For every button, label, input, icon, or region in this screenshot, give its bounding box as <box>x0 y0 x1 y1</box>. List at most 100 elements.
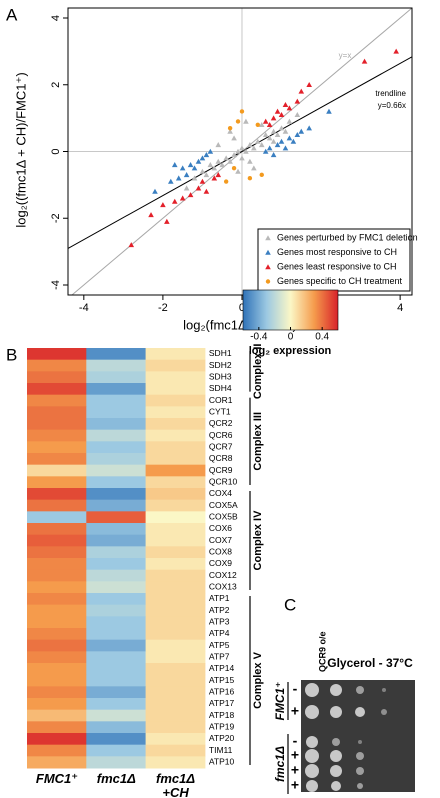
heatmap-cell <box>27 569 87 582</box>
point <box>247 158 253 164</box>
point <box>251 145 257 151</box>
heatmap-cell <box>86 441 147 454</box>
heatmap-cell <box>86 464 147 477</box>
legend-label: Genes perturbed by FMC1 deletion <box>277 232 418 242</box>
heatmap-cell <box>27 523 87 536</box>
x-tick-label: -2 <box>158 302 168 314</box>
row-label: ATP17 <box>209 698 235 708</box>
point <box>164 218 170 224</box>
point <box>195 158 202 164</box>
column-label: FMC1⁺ <box>35 771 79 786</box>
heatmap-cell <box>86 394 147 407</box>
heatmap-cell <box>27 756 87 769</box>
heatmap-cell <box>145 476 206 489</box>
point <box>265 235 271 241</box>
heatmap-cell <box>27 371 87 384</box>
point <box>187 192 194 198</box>
point <box>266 145 273 151</box>
heatmap-cell <box>145 406 206 419</box>
point <box>265 249 271 255</box>
heatmap-cell <box>27 453 87 466</box>
row-label: QCR7 <box>209 441 233 451</box>
legend-label: Genes most responsive to CH <box>277 247 397 257</box>
row-label: TIM11 <box>209 745 233 755</box>
point <box>215 158 222 164</box>
row-label: SDH1 <box>209 348 232 358</box>
row-label: COX13 <box>209 581 237 591</box>
point <box>298 88 305 94</box>
heatmap-cell <box>145 651 206 664</box>
heatmap-cell <box>86 359 147 372</box>
strain-label: fmc1Δ <box>273 746 287 782</box>
heatmap-cell <box>86 733 147 746</box>
row-label: ATP5 <box>209 640 230 650</box>
heatmap-cell <box>86 756 147 769</box>
row-label: QCR6 <box>209 430 233 440</box>
colorbar-label: log₂ expression <box>249 345 332 357</box>
heatmap-cell <box>27 709 87 722</box>
group-label: Complex IV <box>252 510 264 571</box>
heatmap-cell <box>27 441 87 454</box>
row-sign: + <box>291 777 299 793</box>
heatmap-cell <box>145 581 206 594</box>
heatmap-cell <box>27 499 87 512</box>
point <box>258 122 265 128</box>
group-label: Complex V <box>252 651 264 709</box>
column-label: QCR9 o/e <box>317 631 327 672</box>
heatmap-cell <box>86 476 147 489</box>
legend-box <box>257 228 411 292</box>
heatmap-cell <box>27 406 87 419</box>
heatmap-cell <box>86 523 147 536</box>
y-tick-label: 4 <box>50 15 62 21</box>
point <box>294 132 301 138</box>
colorbar-tick-label: 0 <box>288 332 294 343</box>
heatmap-cell <box>86 383 147 396</box>
column-label: fmc1Δ <box>96 771 136 786</box>
heatmap-cell <box>27 359 87 372</box>
point <box>231 152 237 158</box>
row-label: COX8 <box>209 546 232 556</box>
x-tick-label: 0 <box>239 302 245 314</box>
point <box>262 148 269 154</box>
row-label: ATP2 <box>209 605 230 615</box>
heatmap-cell <box>27 639 87 652</box>
heatmap-cell <box>27 348 87 361</box>
row-label: QCR8 <box>209 453 233 463</box>
y-tick-label: 0 <box>50 148 62 154</box>
heatmap-cell <box>86 721 147 734</box>
heatmap-cell <box>145 394 206 407</box>
row-label: ATP16 <box>209 686 235 696</box>
point <box>259 172 264 178</box>
point <box>270 128 277 134</box>
point <box>179 165 186 171</box>
heatmap-cell <box>145 721 206 734</box>
point <box>203 152 210 158</box>
heatmap-cell <box>86 453 147 466</box>
point <box>243 148 249 154</box>
heatmap-cell <box>27 558 87 571</box>
heatmap-cell <box>145 523 206 536</box>
point <box>191 165 198 171</box>
point <box>266 135 273 141</box>
heatmap-cell <box>145 441 206 454</box>
heatmap-cell <box>145 488 206 501</box>
heatmap-cell <box>145 616 206 629</box>
row-label: ATP4 <box>209 628 230 638</box>
heatmap-cell <box>27 476 87 489</box>
point <box>294 98 301 104</box>
row-label: COX12 <box>209 570 237 580</box>
heatmap-cell <box>86 593 147 606</box>
point <box>239 145 245 151</box>
heatmap-cell <box>145 371 206 384</box>
point <box>148 212 154 218</box>
heatmap-cell <box>145 744 206 757</box>
heatmap-cell <box>86 581 147 594</box>
group-label: Complex III <box>252 412 264 471</box>
point <box>239 109 245 114</box>
heatmap-cell <box>86 663 147 676</box>
point <box>231 165 237 171</box>
heatmap-cell <box>86 499 147 512</box>
point <box>282 128 289 134</box>
x-tick-label: 4 <box>397 302 403 314</box>
